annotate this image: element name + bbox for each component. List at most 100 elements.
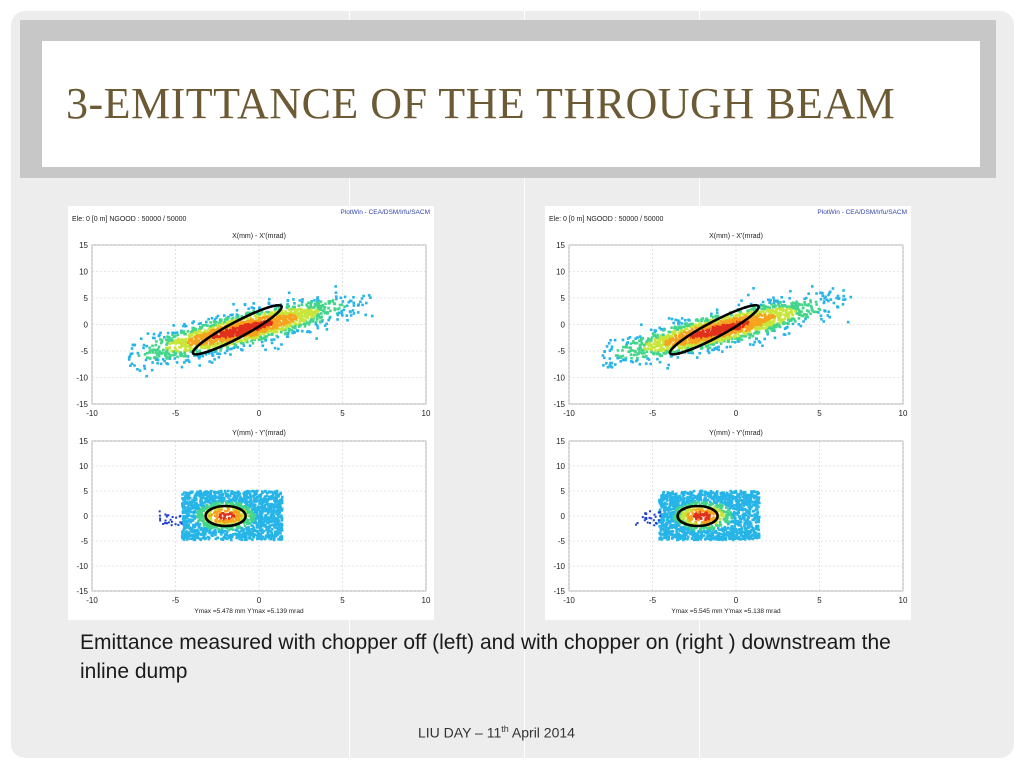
scatter-point	[692, 324, 695, 328]
scatter-point	[760, 326, 764, 330]
scatter-point	[174, 339, 178, 342]
scatter-point	[738, 320, 742, 324]
scatter-point	[338, 303, 342, 307]
scatter-point	[173, 346, 177, 350]
scatter-point	[272, 322, 276, 326]
scatter-point	[184, 338, 187, 342]
scatter-point	[181, 493, 184, 496]
scatter-point	[304, 311, 308, 315]
scatter-point	[805, 313, 809, 316]
scatter-point	[804, 315, 808, 318]
scatter-point	[246, 317, 250, 321]
scatter-point	[711, 335, 715, 339]
scatter-point	[194, 494, 197, 497]
scatter-point	[681, 325, 685, 329]
scatter-point	[214, 533, 217, 537]
scatter-point	[684, 348, 688, 352]
scatter-point	[187, 523, 191, 527]
scatter-point	[242, 337, 246, 341]
scatter-point	[257, 495, 261, 499]
scatter-point	[721, 339, 724, 342]
scatter-point	[814, 310, 818, 314]
scatter-point	[314, 322, 318, 326]
scatter-point	[159, 331, 162, 335]
scatter-point	[271, 494, 275, 497]
scatter-point	[182, 324, 185, 328]
scatter-point	[222, 526, 225, 529]
scatter-point	[221, 492, 224, 496]
scatter-point	[199, 491, 202, 495]
scatter-point	[731, 340, 734, 344]
scatter-point	[230, 330, 234, 333]
scatter-point	[151, 361, 154, 364]
scatter-point	[776, 299, 779, 303]
scatter-point	[226, 489, 230, 493]
scatter-point	[341, 300, 345, 303]
scatter-point	[747, 293, 750, 297]
scatter-point	[316, 296, 319, 299]
scatter-point	[200, 333, 203, 337]
scatter-point	[228, 332, 231, 336]
scatter-point	[199, 495, 203, 499]
scatter-point	[220, 499, 223, 503]
scatter-point	[198, 509, 202, 512]
scatter-point	[226, 344, 229, 348]
scatter-point	[701, 317, 704, 320]
scatter-point	[336, 313, 340, 317]
scatter-point	[313, 302, 317, 306]
scatter-point	[715, 346, 718, 349]
scatter-point	[787, 305, 791, 309]
scatter-point	[716, 314, 720, 318]
scatter-point	[189, 330, 193, 334]
scatter-point	[209, 518, 213, 521]
scatter-point	[211, 340, 215, 343]
scatter-point	[186, 358, 190, 362]
scatter-point	[315, 314, 319, 317]
scatter-point	[227, 536, 231, 539]
scatter-point	[660, 345, 663, 349]
scatter-point	[280, 507, 284, 511]
scatter-point	[235, 497, 239, 501]
scatter-point	[255, 336, 259, 340]
scatter-point	[194, 339, 198, 342]
scatter-point	[231, 517, 235, 520]
scatter-point	[756, 311, 759, 315]
scatter-point	[783, 333, 787, 337]
scatter-point	[753, 322, 757, 325]
scatter-point	[166, 338, 170, 341]
scatter-point	[690, 344, 694, 347]
scatter-point	[771, 322, 775, 326]
scatter-point	[642, 349, 645, 353]
scatter-point	[265, 323, 268, 327]
scatter-point	[748, 343, 752, 346]
scatter-point	[307, 309, 310, 313]
scatter-point	[213, 493, 217, 496]
scatter-point	[261, 531, 264, 535]
scatter-point	[243, 329, 247, 332]
scatter-point	[640, 336, 644, 340]
scatter-point	[265, 494, 269, 498]
scatter-point	[697, 339, 701, 342]
scatter-point	[257, 494, 261, 497]
scatter-point	[240, 320, 244, 324]
scatter-point	[810, 285, 814, 288]
scatter-point	[746, 328, 749, 332]
scatter-point	[803, 297, 806, 301]
scatter-point	[242, 325, 245, 329]
scatter-point	[709, 318, 713, 322]
scatter-point	[259, 493, 262, 497]
scatter-point	[709, 325, 712, 329]
scatter-point	[268, 525, 271, 529]
scatter-point	[262, 521, 266, 524]
scatter-point	[323, 324, 327, 327]
scatter-point	[763, 319, 766, 323]
scatter-point	[724, 336, 727, 339]
scatter-point	[328, 316, 332, 320]
scatter-point	[349, 314, 353, 317]
scatter-point	[247, 525, 250, 529]
scatter-point	[227, 519, 230, 522]
scatter-point	[290, 307, 293, 311]
scatter-point	[235, 526, 239, 529]
scatter-point	[821, 291, 824, 295]
scatter-point	[202, 504, 206, 508]
